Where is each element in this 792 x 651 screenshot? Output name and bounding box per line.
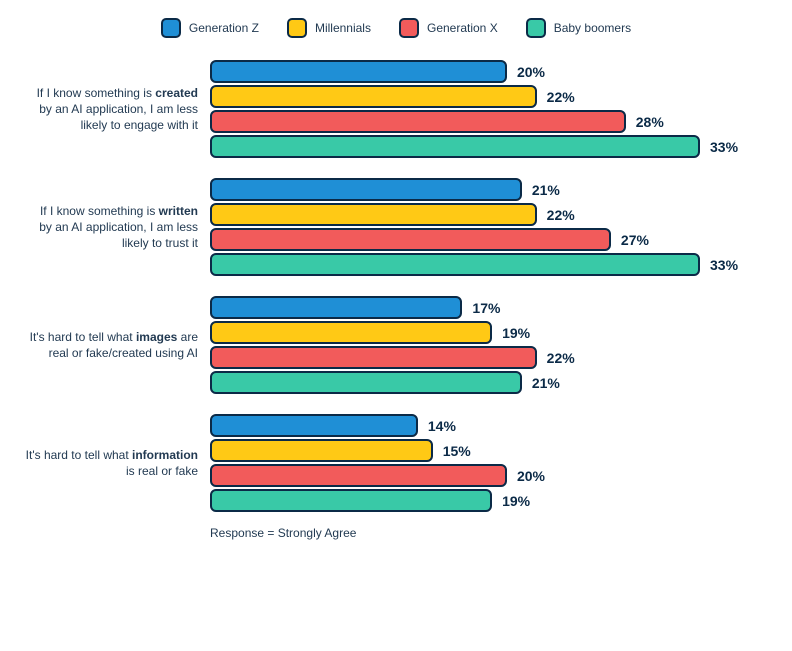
chart-legend: Generation Z Millennials Generation X Baby … [24, 18, 768, 38]
bar-value: 22% [547, 89, 575, 105]
bar [210, 110, 626, 133]
bar-value: 22% [547, 207, 575, 223]
bar [210, 414, 418, 437]
bar [210, 228, 611, 251]
group-bars: 21% 22% 27% 33% [210, 178, 768, 276]
bar-value: 20% [517, 468, 545, 484]
bar [210, 135, 700, 158]
group-bars: 20%22% 28% 33% [210, 60, 768, 158]
legend-swatch [161, 18, 181, 38]
bar-value: 22% [547, 350, 575, 366]
bar-row: 22% [210, 85, 768, 108]
bar [210, 203, 537, 226]
legend-label: Baby boomers [554, 21, 631, 35]
bar-value: 33% [710, 139, 738, 155]
legend-item: Millennials [287, 18, 371, 38]
bar-value: 19% [502, 493, 530, 509]
bar-value: 21% [532, 375, 560, 391]
bar-row: 19% [210, 489, 768, 512]
bar [210, 85, 537, 108]
bar-row: 21% [210, 178, 768, 201]
bar [210, 439, 433, 462]
bar-value: 14% [428, 418, 456, 434]
legend-swatch [287, 18, 307, 38]
group-bars: 14% 15% 20% 19% [210, 414, 768, 512]
bar-value: 28% [636, 114, 664, 130]
bar [210, 346, 537, 369]
chart-group: If I know something is written by an AI … [24, 178, 768, 276]
legend-swatch [399, 18, 419, 38]
bar-value: 19% [502, 325, 530, 341]
bar-row: 20% [210, 60, 768, 83]
bar-row: 22% [210, 346, 768, 369]
legend-label: Millennials [315, 21, 371, 35]
chart-group: It's hard to tell what images are real o… [24, 296, 768, 394]
group-bars: 17%19% 22% 21% [210, 296, 768, 394]
chart-group: If I know something is created by an AI … [24, 60, 768, 158]
group-label: It's hard to tell what images are real o… [24, 329, 202, 361]
bar-value: 17% [472, 300, 500, 316]
group-label: It's hard to tell what information is re… [24, 447, 202, 479]
bar-value: 33% [710, 257, 738, 273]
bar-value: 20% [517, 64, 545, 80]
legend-item: Generation Z [161, 18, 259, 38]
bar-row: 33% [210, 253, 768, 276]
legend-label: Generation X [427, 21, 498, 35]
bar [210, 489, 492, 512]
bar-row: 20% [210, 464, 768, 487]
bar-row: 27% [210, 228, 768, 251]
bar [210, 296, 462, 319]
bar-value: 15% [443, 443, 471, 459]
bar [210, 371, 522, 394]
bar [210, 60, 507, 83]
bar [210, 321, 492, 344]
bar-row: 14% [210, 414, 768, 437]
legend-item: Baby boomers [526, 18, 631, 38]
bar-row: 17% [210, 296, 768, 319]
legend-label: Generation Z [189, 21, 259, 35]
grouped-bar-chart: If I know something is created by an AI … [24, 60, 768, 512]
legend-item: Generation X [399, 18, 498, 38]
bar-row: 22% [210, 203, 768, 226]
legend-swatch [526, 18, 546, 38]
bar-value: 21% [532, 182, 560, 198]
bar-row: 28% [210, 110, 768, 133]
group-label: If I know something is written by an AI … [24, 203, 202, 252]
chart-group: It's hard to tell what information is re… [24, 414, 768, 512]
bar-row: 33% [210, 135, 768, 158]
bar [210, 253, 700, 276]
bar-row: 15% [210, 439, 768, 462]
bar-row: 19% [210, 321, 768, 344]
chart-footnote: Response = Strongly Agree [210, 526, 768, 540]
group-label: If I know something is created by an AI … [24, 85, 202, 134]
bar [210, 178, 522, 201]
bar-row: 21% [210, 371, 768, 394]
bar-value: 27% [621, 232, 649, 248]
bar [210, 464, 507, 487]
